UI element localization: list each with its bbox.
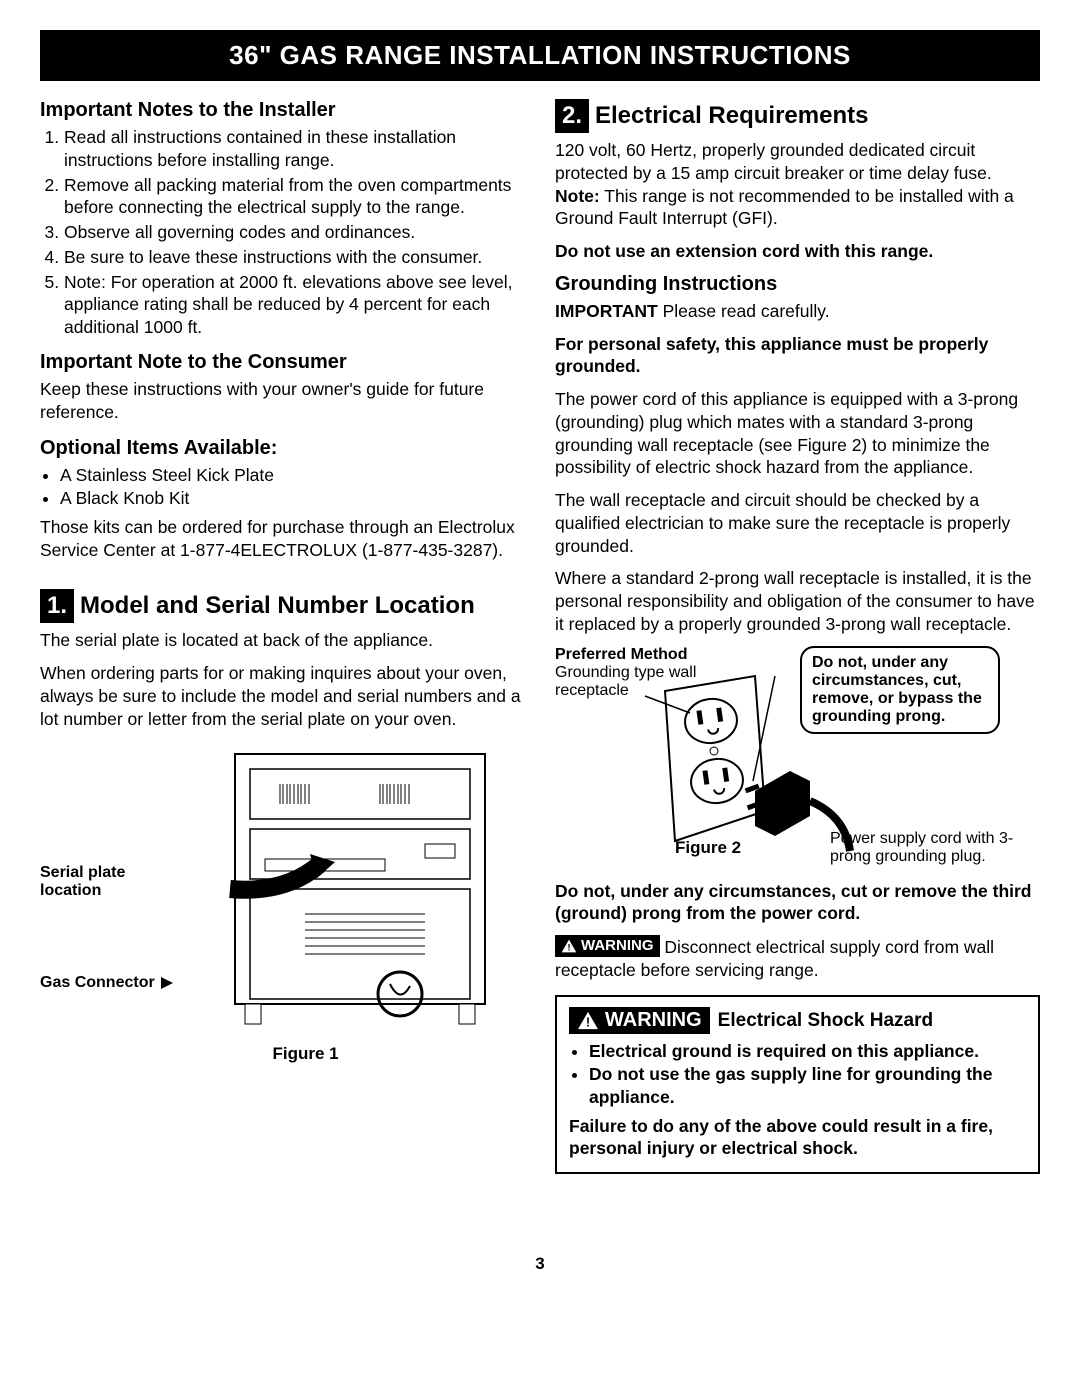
- grounding-heading: Grounding Instructions: [555, 273, 1040, 296]
- installer-notes-list: Read all instructions contained in these…: [40, 126, 525, 339]
- section-1-header: 1. Model and Serial Number Location: [40, 589, 525, 623]
- elec-p1: 120 volt, 60 Hertz, properly grounded de…: [555, 139, 1040, 230]
- section1-p2: When ordering parts for or making inquir…: [40, 662, 525, 730]
- right-column: 2. Electrical Requirements 120 volt, 60 …: [555, 99, 1040, 1174]
- hazard-header: ! WARNING Electrical Shock Hazard: [569, 1007, 1026, 1034]
- list-item: Observe all governing codes and ordinanc…: [64, 221, 525, 244]
- text: 120 volt, 60 Hertz, properly grounded de…: [555, 140, 992, 183]
- list-item: Read all instructions contained in these…: [64, 126, 525, 172]
- figure-2-caption: Figure 2: [675, 838, 741, 858]
- ground-p2: The wall receptacle and circuit should b…: [555, 489, 1040, 557]
- gas-connector-label: Gas Connector: [40, 974, 173, 992]
- note-bold: Note:: [555, 186, 600, 206]
- section-number-box: 1.: [40, 589, 74, 623]
- section-2-header: 2. Electrical Requirements: [555, 99, 1040, 133]
- section1-p1: The serial plate is located at back of t…: [40, 629, 525, 652]
- list-item: Remove all packing material from the ove…: [64, 174, 525, 220]
- ground-p1: The power cord of this appliance is equi…: [555, 388, 1040, 479]
- do-not-cut-prong: Do not, under any circumstances, cut or …: [555, 880, 1040, 926]
- consumer-heading: Important Note to the Consumer: [40, 351, 525, 374]
- content-columns: Important Notes to the Installer Read al…: [40, 99, 1040, 1174]
- list-item: Be sure to leave these instructions with…: [64, 246, 525, 269]
- text: Preferred Method: [555, 646, 687, 663]
- warning-badge-large: ! WARNING: [569, 1007, 710, 1034]
- safety-bold: For personal safety, this appliance must…: [555, 333, 1040, 379]
- hazard-footer: Failure to do any of the above could res…: [569, 1115, 1026, 1161]
- list-item: Note: For operation at 2000 ft. elevatio…: [64, 271, 525, 339]
- optional-heading: Optional Items Available:: [40, 437, 525, 460]
- list-item: A Black Knob Kit: [60, 487, 525, 510]
- hazard-title: Electrical Shock Hazard: [718, 1010, 933, 1032]
- warning-badge: ! WARNING: [555, 935, 660, 957]
- text: This range is not recommended to be inst…: [555, 186, 1014, 229]
- figure-1: Serial plate location Gas Connector Figu…: [40, 744, 525, 1064]
- serial-plate-label: Serial plate location: [40, 864, 150, 900]
- left-column: Important Notes to the Installer Read al…: [40, 99, 525, 1174]
- cord-label: Power supply cord with 3-prong grounding…: [830, 830, 1040, 866]
- figure-1-caption: Figure 1: [273, 1044, 339, 1064]
- electrical-shock-hazard-box: ! WARNING Electrical Shock Hazard Electr…: [555, 995, 1040, 1174]
- svg-text:!: !: [567, 942, 570, 952]
- appliance-back-diagram: [225, 744, 495, 1034]
- ground-p3: Where a standard 2-prong wall receptacle…: [555, 567, 1040, 635]
- warning-label: WARNING: [581, 936, 654, 956]
- no-extension-cord: Do not use an extension cord with this r…: [555, 240, 1040, 263]
- optional-body: Those kits can be ordered for purchase t…: [40, 516, 525, 562]
- page-number: 3: [40, 1254, 1040, 1274]
- warning-triangle-icon: !: [577, 1011, 599, 1030]
- section-1-title: Model and Serial Number Location: [80, 592, 475, 620]
- text: Please read carefully.: [658, 301, 830, 321]
- list-item: A Stainless Steel Kick Plate: [60, 464, 525, 487]
- figure-2: Preferred Method Grounding type wall rec…: [555, 646, 1040, 866]
- important-line: IMPORTANT Please read carefully.: [555, 300, 1040, 323]
- consumer-body: Keep these instructions with your owner'…: [40, 378, 525, 424]
- svg-text:!: !: [586, 1016, 590, 1030]
- important-bold: IMPORTANT: [555, 301, 658, 321]
- warning-triangle-icon: !: [561, 939, 577, 953]
- warning-disconnect: ! WARNING Disconnect electrical supply c…: [555, 935, 1040, 981]
- page-title-bar: 36" GAS RANGE INSTALLATION INSTRUCTIONS: [40, 30, 1040, 81]
- list-item: Electrical ground is required on this ap…: [589, 1040, 1026, 1063]
- list-item: Do not use the gas supply line for groun…: [589, 1063, 1026, 1109]
- section-2-title: Electrical Requirements: [595, 102, 868, 130]
- installer-heading: Important Notes to the Installer: [40, 99, 525, 122]
- hazard-bullets: Electrical ground is required on this ap…: [569, 1040, 1026, 1108]
- optional-items-list: A Stainless Steel Kick Plate A Black Kno…: [40, 464, 525, 510]
- warning-label: WARNING: [605, 1009, 702, 1032]
- section-number-box: 2.: [555, 99, 589, 133]
